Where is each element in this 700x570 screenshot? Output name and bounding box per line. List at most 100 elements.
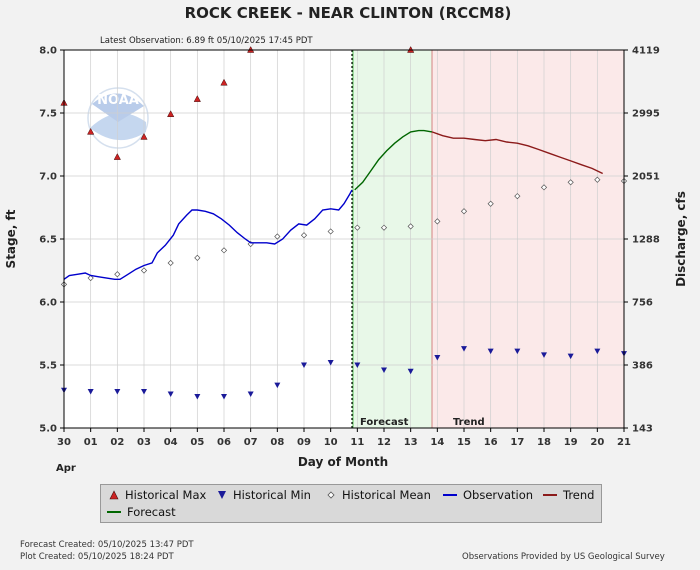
historical-min-point xyxy=(594,348,601,355)
x-tick-label: 04 xyxy=(164,437,178,448)
x-tick-label: 20 xyxy=(590,437,604,448)
historical-mean-point xyxy=(407,223,414,230)
historical-mean-point xyxy=(167,259,174,267)
legend: Historical Max Historical Min Historical… xyxy=(100,484,602,523)
blue-line-icon xyxy=(443,494,457,496)
historical-mean-point xyxy=(140,267,148,274)
x-tick-label: 02 xyxy=(110,437,124,448)
historical-min-point xyxy=(354,362,361,368)
historical-mean-point xyxy=(87,274,94,282)
historical-min-point xyxy=(194,394,201,400)
historical-mean-point xyxy=(114,271,121,278)
trend-line xyxy=(431,131,604,175)
x-tick-label: 08 xyxy=(270,437,284,448)
y2-tick-label: 386 xyxy=(632,361,653,372)
historical-min-point xyxy=(114,388,121,395)
x-tick-label: 05 xyxy=(190,437,204,448)
y2-tick-label: 1288 xyxy=(632,235,660,246)
forecast-region-label: Forecast xyxy=(360,417,409,428)
chart-title: ROCK CREEK - NEAR CLINTON (RCCM8) xyxy=(185,4,512,22)
forecast-line xyxy=(354,129,433,191)
historical-mean-point xyxy=(487,200,494,207)
x-tick-label: 16 xyxy=(484,437,498,448)
historical-min-point xyxy=(221,394,227,400)
legend-label: Trend xyxy=(563,488,595,502)
historical-max-point xyxy=(140,132,148,140)
historical-min-point xyxy=(274,382,281,389)
legend-item-historical-min: Historical Min xyxy=(217,488,311,502)
y-axis-label-left: Stage, ft xyxy=(4,209,18,268)
historical-min-point xyxy=(487,348,494,355)
historical-mean-point xyxy=(354,224,361,231)
historical-min-point xyxy=(567,353,574,360)
historical-min-point xyxy=(327,359,334,366)
x-tick-label: 01 xyxy=(84,437,98,448)
x-axis-label: Day of Month xyxy=(298,455,388,469)
data-provider: Observations Provided by US Geological S… xyxy=(462,552,665,562)
y-tick-label: 6.5 xyxy=(39,235,57,246)
forecast-created: Forecast Created: 05/10/2025 13:47 PDT xyxy=(20,540,194,550)
x-tick-label: 15 xyxy=(457,437,471,448)
y2-tick-label: 756 xyxy=(632,298,653,309)
historical-min-point xyxy=(407,368,414,375)
historical-min-point xyxy=(381,367,387,374)
red-line-icon xyxy=(543,494,557,496)
legend-item-historical-mean: Historical Mean xyxy=(326,488,431,502)
x-tick-label: 06 xyxy=(217,437,231,448)
historical-mean-point xyxy=(594,176,601,183)
historical-min-point xyxy=(87,388,94,395)
historical-mean-point xyxy=(567,179,574,186)
x-tick-label: 18 xyxy=(537,437,551,448)
legend-item-observation: Observation xyxy=(443,488,533,502)
historical-mean-point xyxy=(194,254,201,261)
series-layer xyxy=(60,45,628,400)
y2-tick-label: 4119 xyxy=(632,46,660,57)
y-axis-left: 5.0 5.5 6.0 6.5 7.0 7.5 8.0 xyxy=(39,46,64,435)
legend-label: Historical Min xyxy=(233,488,311,502)
x-tick-label: 12 xyxy=(377,437,391,448)
grid-lines xyxy=(64,50,624,428)
historical-mean-point xyxy=(220,247,228,254)
historical-max-point xyxy=(193,95,201,102)
observation-line xyxy=(63,189,353,280)
historical-mean-point xyxy=(514,193,521,200)
triangle-down-icon xyxy=(218,491,226,499)
x-tick-label: 13 xyxy=(404,437,418,448)
historical-min-point xyxy=(541,352,547,358)
x-tick-label: 11 xyxy=(350,437,364,448)
historical-min-point xyxy=(301,362,307,368)
historical-min-point xyxy=(141,388,147,395)
historical-min-point xyxy=(247,391,254,397)
historical-max-point xyxy=(113,153,121,160)
legend-item-historical-max: Historical Max xyxy=(109,488,206,502)
y-tick-label: 5.5 xyxy=(39,361,57,372)
historical-max-point xyxy=(220,78,228,86)
x-tick-label: 07 xyxy=(244,437,258,448)
x-tick-label: 03 xyxy=(137,437,151,448)
green-line-icon xyxy=(107,511,121,513)
y2-tick-label: 2051 xyxy=(632,172,660,183)
legend-label: Observation xyxy=(463,488,534,502)
historical-mean-point xyxy=(327,228,334,235)
noaa-logo-text: NOAA xyxy=(97,93,139,108)
x-tick-label: 30 xyxy=(57,437,71,448)
y-axis-label-right: Discharge, cfs xyxy=(674,191,688,287)
y-tick-label: 7.5 xyxy=(39,109,57,120)
historical-max-point xyxy=(167,110,175,118)
historical-min-point xyxy=(461,346,467,352)
y-axis-right: 143 386 756 1288 2051 2995 4119 xyxy=(624,46,660,435)
y2-tick-label: 2995 xyxy=(632,109,660,120)
y-tick-label: 6.0 xyxy=(39,298,57,309)
historical-mean-point xyxy=(460,208,468,215)
legend-label: Historical Mean xyxy=(342,488,431,502)
y2-tick-label: 143 xyxy=(632,424,653,435)
y-tick-label: 5.0 xyxy=(39,424,57,435)
x-month-label: Apr xyxy=(56,463,76,474)
y-tick-label: 8.0 xyxy=(39,46,57,57)
legend-label: Historical Max xyxy=(125,488,207,502)
x-tick-label: 10 xyxy=(324,437,338,448)
legend-label: Forecast xyxy=(127,505,176,519)
diamond-icon xyxy=(327,491,335,499)
historical-mean-point xyxy=(274,233,281,240)
